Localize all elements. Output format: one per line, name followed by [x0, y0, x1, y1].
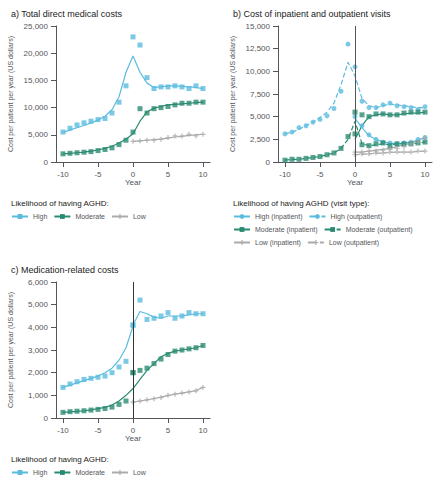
svg-text:10: 10: [199, 170, 208, 179]
svg-text:5: 5: [388, 170, 393, 179]
svg-text:Cost per patient per year (US: Cost per patient per year (US dollars): [229, 36, 237, 152]
svg-text:Cost per patient per year (US: Cost per patient per year (US dollars): [7, 292, 15, 408]
svg-text:Year: Year: [347, 178, 364, 187]
svg-text:High: High: [33, 469, 48, 477]
svg-text:2,500: 2,500: [250, 135, 271, 144]
svg-text:0: 0: [44, 158, 49, 167]
svg-text:Moderate: Moderate: [75, 213, 105, 220]
svg-text:-10: -10: [57, 426, 69, 435]
svg-text:Year: Year: [125, 434, 142, 443]
svg-text:20,000: 20,000: [24, 49, 49, 58]
svg-text:Low: Low: [133, 213, 147, 220]
svg-text:3,000: 3,000: [28, 346, 49, 355]
svg-text:-5: -5: [94, 170, 102, 179]
svg-text:7,500: 7,500: [250, 90, 271, 99]
svg-text:2,000: 2,000: [28, 368, 49, 377]
svg-text:Low (outpatient): Low (outpatient): [329, 239, 379, 247]
svg-text:5: 5: [166, 170, 171, 179]
svg-text:5,000: 5,000: [250, 112, 271, 121]
svg-text:10: 10: [199, 426, 208, 435]
svg-text:0: 0: [131, 170, 136, 179]
svg-text:c) Medication-related costs: c) Medication-related costs: [11, 265, 119, 275]
svg-text:Moderate (outpatient): Moderate (outpatient): [346, 226, 413, 234]
svg-text:15,000: 15,000: [246, 22, 271, 31]
svg-text:Likelihood of having AGHD:: Likelihood of having AGHD:: [11, 199, 109, 208]
svg-text:5: 5: [166, 426, 171, 435]
svg-text:-5: -5: [94, 426, 102, 435]
svg-text:Moderate (inpatient): Moderate (inpatient): [255, 226, 318, 234]
svg-text:25,000: 25,000: [24, 22, 49, 31]
svg-text:High: High: [33, 213, 48, 221]
svg-text:Moderate: Moderate: [75, 469, 105, 476]
svg-text:0: 0: [266, 158, 271, 167]
svg-text:High (inpatient): High (inpatient): [255, 213, 302, 221]
svg-text:Likelihood of having AGHD (vis: Likelihood of having AGHD (visit type):: [233, 199, 370, 208]
svg-text:-10: -10: [57, 170, 69, 179]
svg-text:10: 10: [421, 170, 430, 179]
svg-text:12,500: 12,500: [246, 44, 271, 53]
svg-text:10,000: 10,000: [246, 67, 271, 76]
svg-text:5,000: 5,000: [28, 300, 49, 309]
svg-text:a) Total direct medical costs: a) Total direct medical costs: [11, 9, 122, 19]
svg-text:Cost per patient per year (US: Cost per patient per year (US dollars): [7, 36, 15, 152]
svg-text:6,000: 6,000: [28, 278, 49, 287]
svg-text:5,000: 5,000: [28, 130, 49, 139]
svg-text:10,000: 10,000: [24, 103, 49, 112]
svg-text:-10: -10: [279, 170, 291, 179]
svg-text:1,000: 1,000: [28, 391, 49, 400]
svg-text:High (outpatient): High (outpatient): [330, 213, 382, 221]
svg-text:4,000: 4,000: [28, 323, 49, 332]
svg-text:Low (inpatient): Low (inpatient): [255, 239, 301, 247]
svg-text:Year: Year: [125, 178, 142, 187]
svg-text:15,000: 15,000: [24, 76, 49, 85]
svg-text:0: 0: [353, 170, 358, 179]
svg-text:0: 0: [44, 414, 49, 423]
svg-text:Low: Low: [133, 469, 147, 476]
svg-text:b) Cost of inpatient and outpa: b) Cost of inpatient and outpatient visi…: [233, 9, 391, 19]
svg-text:-5: -5: [316, 170, 324, 179]
svg-text:Likelihood of having AGHD:: Likelihood of having AGHD:: [11, 455, 109, 464]
svg-text:0: 0: [131, 426, 136, 435]
